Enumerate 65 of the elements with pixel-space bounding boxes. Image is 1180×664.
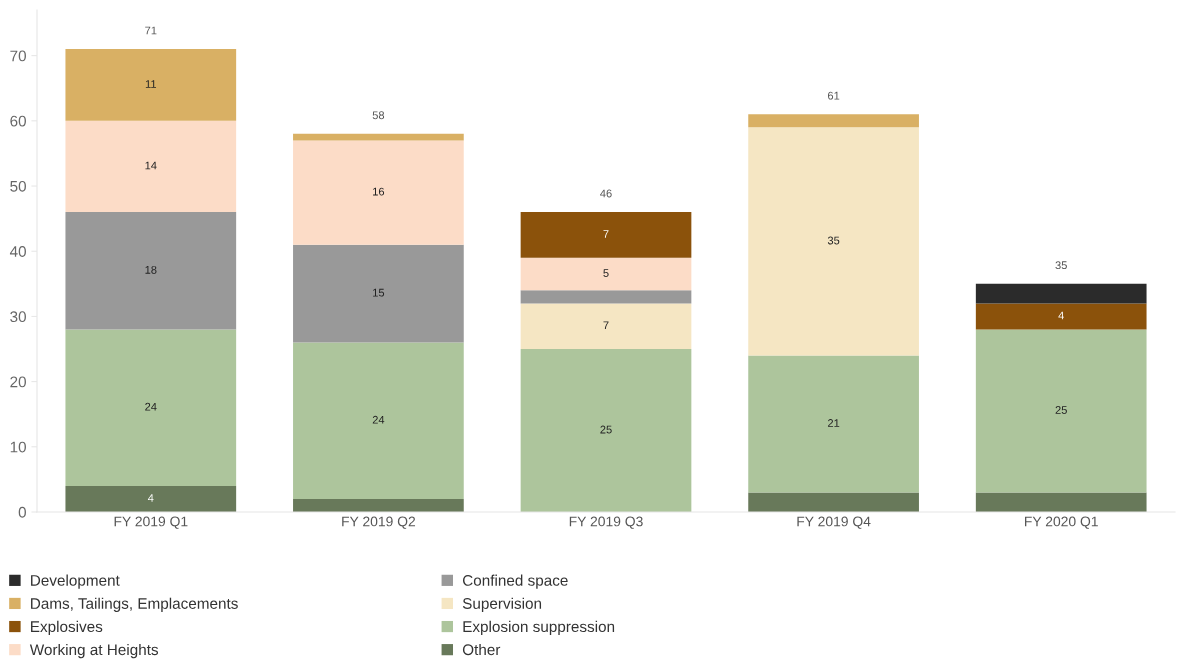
data-label: 7 — [603, 321, 609, 330]
bar — [748, 114, 919, 128]
legend-label: Working at Heights — [29, 643, 159, 659]
bar — [520, 303, 692, 350]
data-label: 11 — [145, 80, 157, 88]
data-label: 4 — [147, 494, 154, 502]
data-label: 25 — [1055, 406, 1067, 414]
x-tick-label: FY 2020 Q1 — [1025, 516, 1098, 529]
y-tick-label: 20 — [10, 376, 26, 388]
bar — [65, 120, 237, 213]
legend-label: Confined space — [462, 574, 568, 589]
bar — [520, 290, 692, 304]
total-label: 61 — [827, 91, 840, 100]
data-label: 35 — [827, 236, 840, 245]
data-label: 16 — [373, 187, 385, 196]
x-tick-label: FY 2019 Q3 — [569, 516, 643, 529]
x-tick-label: FY 2019 Q4 — [797, 516, 871, 529]
data-label: 15 — [373, 288, 385, 297]
legend-label: Development — [31, 574, 120, 589]
data-label: 24 — [145, 402, 157, 411]
bar — [975, 329, 1147, 493]
total-label: 58 — [372, 111, 385, 120]
bar — [520, 349, 692, 512]
bar — [293, 498, 464, 512]
bar — [520, 212, 692, 258]
data-label: 7 — [603, 230, 609, 238]
bar — [65, 49, 237, 121]
data-label: 4 — [1058, 311, 1064, 320]
y-tick-label: 40 — [9, 246, 26, 257]
bar — [975, 283, 1147, 304]
bar — [975, 303, 1147, 330]
y-tick-label: 10 — [10, 441, 26, 453]
y-tick-label: 50 — [10, 180, 26, 192]
bar — [65, 329, 237, 486]
legend-label: Explosives — [31, 620, 103, 636]
legend-label: Explosion suppression — [463, 620, 615, 636]
data-label: 18 — [145, 265, 157, 274]
legend-label: Other — [462, 643, 501, 656]
total-label: 46 — [600, 189, 612, 198]
bar — [748, 127, 919, 356]
bar — [748, 492, 919, 512]
bar — [293, 140, 464, 245]
total-label: 71 — [145, 26, 157, 35]
data-label: 14 — [145, 161, 157, 170]
data-label: 21 — [827, 419, 840, 427]
x-tick-label: FY 2019 Q1 — [114, 516, 188, 529]
bar — [65, 212, 237, 330]
total-label: 35 — [1055, 261, 1067, 270]
legend-label: Supervision — [462, 597, 542, 612]
y-tick-label: 0 — [18, 506, 26, 518]
data-label: 5 — [603, 269, 609, 278]
bar — [520, 257, 692, 291]
legend-label: Dams, Tailings, Emplacements — [31, 597, 238, 612]
bar — [293, 342, 464, 499]
y-tick-label: 30 — [10, 311, 26, 323]
y-tick-label: 70 — [10, 50, 26, 62]
bar — [293, 244, 464, 343]
bar — [748, 355, 919, 493]
bar — [65, 485, 237, 512]
data-label: 24 — [372, 415, 385, 424]
y-tick-label: 60 — [10, 115, 26, 127]
data-label: 25 — [600, 425, 612, 434]
bar — [975, 492, 1147, 512]
bar — [293, 133, 464, 141]
x-tick-label: FY 2019 Q2 — [342, 516, 416, 529]
